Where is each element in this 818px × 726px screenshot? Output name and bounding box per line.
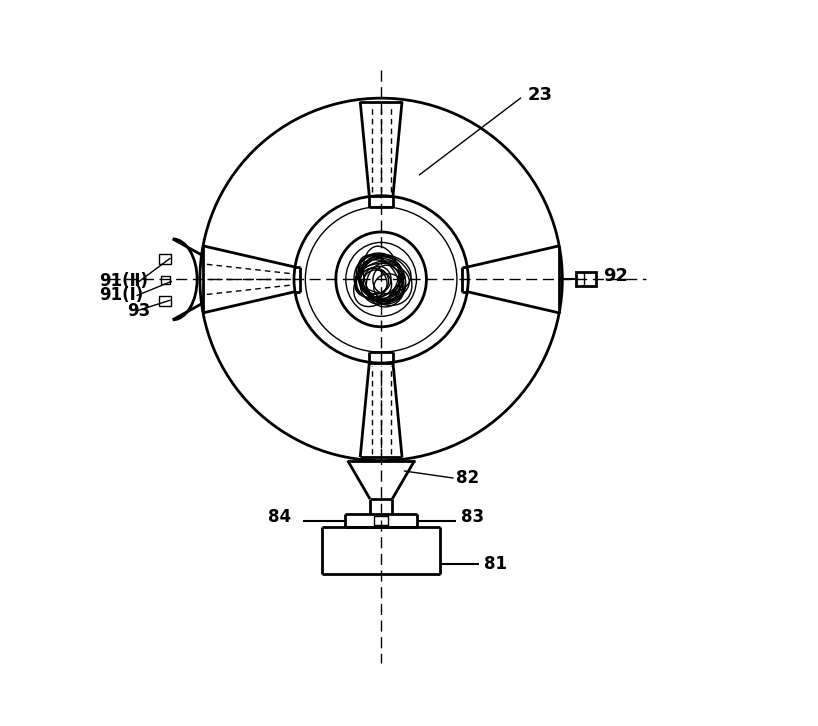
Text: 81: 81 xyxy=(484,555,507,573)
Text: 92: 92 xyxy=(603,267,628,285)
Bar xyxy=(161,277,169,285)
Bar xyxy=(374,516,388,525)
Text: 84: 84 xyxy=(268,508,291,526)
Bar xyxy=(159,254,171,264)
Text: 23: 23 xyxy=(528,86,552,104)
Text: 91(Ⅰ): 91(Ⅰ) xyxy=(99,286,143,304)
Bar xyxy=(159,296,171,306)
Bar xyxy=(576,272,596,286)
Text: 83: 83 xyxy=(461,508,484,526)
Text: 93: 93 xyxy=(127,302,150,319)
Text: 82: 82 xyxy=(456,469,479,487)
Text: 91(Ⅱ): 91(Ⅱ) xyxy=(99,272,148,290)
